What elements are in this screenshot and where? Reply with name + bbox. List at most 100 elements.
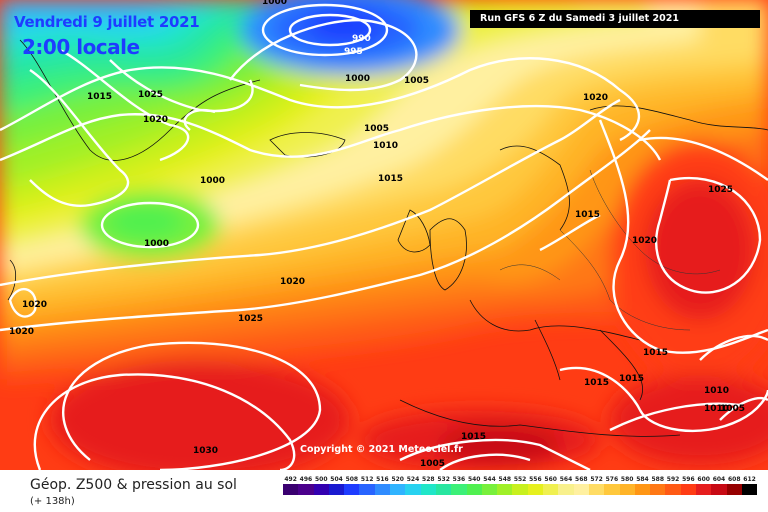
isobar-label: 1020 bbox=[583, 93, 609, 103]
map-footer: Géop. Z500 & pression au sol (+ 138h) 49… bbox=[0, 470, 768, 512]
legend-entry: 612 bbox=[741, 476, 758, 495]
isobar-label: 1005 bbox=[420, 459, 446, 469]
isobar-label: 1015 bbox=[584, 378, 610, 388]
isobar-label: 1020 bbox=[632, 236, 658, 246]
legend-swatch bbox=[665, 484, 681, 495]
isobar-label: 1000 bbox=[345, 74, 371, 84]
legend-value: 600 bbox=[697, 476, 710, 483]
legend-swatch bbox=[680, 484, 697, 495]
legend-entry: 548 bbox=[497, 476, 513, 495]
legend-swatch bbox=[726, 484, 742, 495]
forecast-lead-time: (+ 138h) bbox=[30, 496, 75, 507]
legend-swatch bbox=[512, 484, 528, 495]
legend-entry: 512 bbox=[359, 476, 375, 495]
legend-entry: 600 bbox=[696, 476, 712, 495]
legend-entry: 584 bbox=[634, 476, 651, 495]
legend-swatch bbox=[634, 484, 651, 495]
isobar-label: 1020 bbox=[143, 115, 169, 125]
legend-value: 504 bbox=[330, 476, 343, 483]
legend-value: 528 bbox=[422, 476, 435, 483]
legend-entry: 504 bbox=[328, 476, 345, 495]
legend-entry: 568 bbox=[573, 476, 589, 495]
isobar-label: 1015 bbox=[378, 174, 404, 184]
legend-entry: 576 bbox=[604, 476, 620, 495]
legend-value: 608 bbox=[727, 476, 741, 483]
legend-entry: 528 bbox=[420, 476, 436, 495]
legend-swatch bbox=[588, 484, 605, 495]
legend-entry: 608 bbox=[726, 476, 742, 495]
legend-entry: 592 bbox=[665, 476, 681, 495]
geopotential-map bbox=[0, 0, 768, 470]
isobar-label: 1005 bbox=[404, 76, 430, 86]
legend-entry: 588 bbox=[650, 476, 666, 495]
legend-swatch bbox=[298, 484, 314, 495]
isobar-label: 1010 bbox=[373, 141, 399, 151]
legend-value: 580 bbox=[620, 476, 634, 483]
isobar-label: 1005 bbox=[720, 404, 746, 414]
legend-value: 524 bbox=[406, 476, 420, 483]
isobar-label: 1010 bbox=[704, 404, 730, 414]
legend-swatch bbox=[573, 484, 589, 495]
legend-swatch bbox=[420, 484, 436, 495]
isobar-label: 1000 bbox=[262, 0, 288, 7]
isobar-label: 1005 bbox=[364, 124, 390, 134]
isobar-label: 1025 bbox=[138, 90, 164, 100]
isobar-label: 1025 bbox=[238, 314, 264, 324]
legend-value: 520 bbox=[391, 476, 404, 483]
color-legend: 492 496 500 504 508 512 516 520 524 528 532 536 540 5… bbox=[283, 476, 758, 495]
legend-swatch bbox=[466, 484, 482, 495]
legend-entry: 560 bbox=[543, 476, 559, 495]
legend-swatch bbox=[650, 484, 666, 495]
legend-swatch bbox=[328, 484, 345, 495]
legend-value: 492 bbox=[284, 476, 297, 483]
legend-value: 540 bbox=[467, 476, 481, 483]
legend-entry: 580 bbox=[619, 476, 635, 495]
legend-value: 536 bbox=[452, 476, 466, 483]
isobar-label: 1020 bbox=[280, 277, 306, 287]
legend-swatch bbox=[543, 484, 559, 495]
isobar-label: 1015 bbox=[87, 92, 113, 102]
legend-value: 496 bbox=[299, 476, 313, 483]
legend-value: 564 bbox=[559, 476, 573, 483]
legend-entry: 572 bbox=[588, 476, 605, 495]
isobar-label: 1015 bbox=[643, 348, 669, 358]
legend-entry: 524 bbox=[405, 476, 421, 495]
isobar-label: 1010 bbox=[704, 386, 730, 396]
legend-entry: 492 bbox=[283, 476, 299, 495]
isobar-label: 1015 bbox=[461, 432, 487, 442]
legend-entry: 496 bbox=[298, 476, 314, 495]
isobar-label: 995 bbox=[344, 47, 363, 57]
legend-entry: 500 bbox=[313, 476, 329, 495]
legend-value: 532 bbox=[437, 476, 450, 483]
legend-swatch bbox=[558, 484, 574, 495]
legend-value: 588 bbox=[651, 476, 665, 483]
legend-entry: 564 bbox=[558, 476, 574, 495]
legend-swatch bbox=[619, 484, 635, 495]
legend-swatch bbox=[711, 484, 727, 495]
legend-value: 604 bbox=[712, 476, 726, 483]
model-run-banner: Run GFS 6 Z du Samedi 3 juillet 2021 bbox=[470, 10, 760, 28]
legend-value: 548 bbox=[498, 476, 512, 483]
legend-swatch bbox=[451, 484, 467, 495]
forecast-local-time: 2:00 locale bbox=[22, 35, 140, 59]
isobar-label: 1020 bbox=[22, 300, 48, 310]
legend-value: 508 bbox=[345, 476, 359, 483]
forecast-date: Vendredi 9 juillet 2021 bbox=[14, 13, 200, 31]
isobar-label: 1025 bbox=[708, 185, 734, 195]
legend-entry: 516 bbox=[374, 476, 391, 495]
isobar-label: 1015 bbox=[619, 374, 645, 384]
legend-entry: 552 bbox=[512, 476, 528, 495]
legend-value: 592 bbox=[666, 476, 680, 483]
coastlines bbox=[7, 39, 768, 437]
legend-swatch bbox=[344, 484, 360, 495]
legend-value: 560 bbox=[544, 476, 557, 483]
legend-swatch bbox=[283, 484, 299, 495]
legend-value: 544 bbox=[483, 476, 496, 483]
legend-value: 512 bbox=[360, 476, 374, 483]
legend-swatch bbox=[359, 484, 375, 495]
isobar-label: 1015 bbox=[575, 210, 601, 220]
legend-swatch bbox=[741, 484, 758, 495]
isobar-label: 1000 bbox=[144, 239, 170, 249]
legend-value: 568 bbox=[575, 476, 588, 483]
